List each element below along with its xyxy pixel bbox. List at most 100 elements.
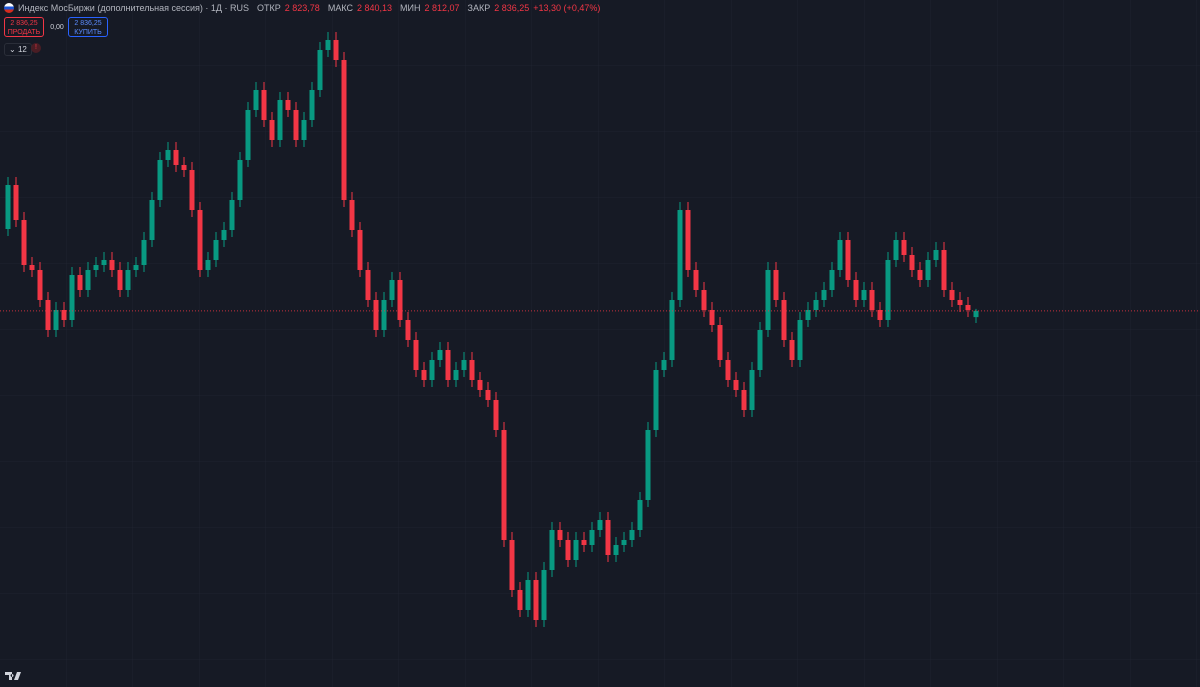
header: Индекс МосБиржи (дополнительная сессия) …: [4, 3, 600, 13]
candle-body: [269, 120, 275, 140]
candle-body: [845, 240, 851, 280]
candle-body: [941, 250, 947, 290]
candle-body: [381, 300, 387, 330]
candle-body: [421, 370, 427, 380]
candle-body: [909, 255, 915, 270]
candle-body: [85, 270, 91, 290]
candle-body: [925, 260, 931, 280]
candle-body: [469, 360, 475, 380]
candle-body: [13, 185, 19, 220]
ohlc-label: МАКС: [327, 3, 353, 13]
buy-button[interactable]: 2 836,25 КУПИТЬ: [68, 17, 108, 37]
candle-body: [605, 520, 611, 555]
candle-body: [445, 350, 451, 380]
candle-body: [725, 360, 731, 380]
ohlc-value: 2 840,13: [356, 3, 393, 13]
candle-body: [501, 430, 507, 540]
candle-body: [949, 290, 955, 300]
candle-body: [661, 360, 667, 370]
candle-body: [253, 90, 259, 110]
ohlc-value: 2 812,07: [424, 3, 460, 13]
candle-body: [309, 90, 315, 120]
candle-body: [549, 530, 555, 570]
candle-body: [261, 90, 267, 120]
candle-body: [125, 270, 131, 290]
candle-body: [197, 210, 203, 270]
candle-body: [453, 370, 459, 380]
candle-body: [397, 280, 403, 320]
candle-body: [701, 290, 707, 310]
candle-body: [477, 380, 483, 390]
candle-body: [437, 350, 443, 360]
candle-body: [149, 200, 155, 240]
indicators-toggle[interactable]: ⌄ 12: [4, 43, 32, 56]
symbol-title[interactable]: Индекс МосБиржи (дополнительная сессия) …: [18, 3, 250, 13]
candle-body: [653, 370, 659, 430]
indicators-count: 12: [17, 45, 27, 54]
candle-body: [717, 325, 723, 360]
buy-label: КУПИТЬ: [74, 29, 102, 36]
ohlc-label: ОТКР: [257, 3, 281, 13]
candle-body: [557, 530, 563, 540]
warning-icon[interactable]: !: [31, 43, 41, 53]
candle-body: [461, 360, 467, 370]
ohlc-value: 2 823,78: [284, 3, 320, 13]
sell-button[interactable]: 2 836,25 ПРОДАТЬ: [4, 17, 44, 37]
candle-body: [45, 300, 51, 330]
candle-body: [813, 300, 819, 310]
candle-body: [509, 540, 515, 590]
change: +13,30 (+0,47%): [533, 3, 601, 13]
candle-body: [541, 570, 547, 620]
candle-body: [53, 310, 59, 330]
candle-body: [973, 310, 979, 318]
candle-body: [173, 150, 179, 165]
candle-body: [141, 240, 147, 265]
candle-body: [709, 310, 715, 325]
candle-body: [37, 270, 43, 300]
candle-body: [789, 340, 795, 360]
ohlc-value: 2 836,25: [494, 3, 530, 13]
candle-body: [517, 590, 523, 610]
candle-body: [885, 260, 891, 320]
logo: [5, 672, 21, 680]
candle-body: [157, 160, 163, 200]
candle-body: [213, 240, 219, 260]
candle-body: [573, 540, 579, 560]
candle-body: [301, 120, 307, 140]
candle-body: [405, 320, 411, 340]
candle-body: [917, 270, 923, 280]
candle-body: [93, 265, 99, 270]
candle-body: [781, 300, 787, 340]
candle-body: [357, 230, 363, 270]
candle-body: [533, 580, 539, 620]
candle-body: [589, 530, 595, 545]
candle-body: [277, 100, 283, 140]
candle-body: [341, 60, 347, 200]
candle-body: [757, 330, 763, 370]
ohlc-label: МИН: [400, 3, 421, 13]
candle-body: [429, 360, 435, 380]
candle-body: [285, 100, 291, 110]
candle-body: [893, 240, 899, 260]
candle-body: [365, 270, 371, 300]
candle-body: [189, 170, 195, 210]
candle-body: [869, 290, 875, 310]
candle-body: [861, 290, 867, 300]
candle-body: [669, 300, 675, 360]
candle-body: [965, 305, 971, 310]
candle-body: [829, 270, 835, 290]
candle-body: [229, 200, 235, 230]
candle-body: [749, 370, 755, 410]
candle-body: [77, 275, 83, 290]
candle-body: [805, 310, 811, 320]
candle-body: [373, 300, 379, 330]
candle-body: [245, 110, 251, 160]
candle-body: [741, 390, 747, 410]
buy-price: 2 836,25: [74, 20, 102, 27]
candle-body: [493, 400, 499, 430]
candle-body: [61, 310, 67, 320]
candle-body: [325, 40, 331, 50]
candle-body: [109, 260, 115, 270]
candle-body: [629, 530, 635, 540]
